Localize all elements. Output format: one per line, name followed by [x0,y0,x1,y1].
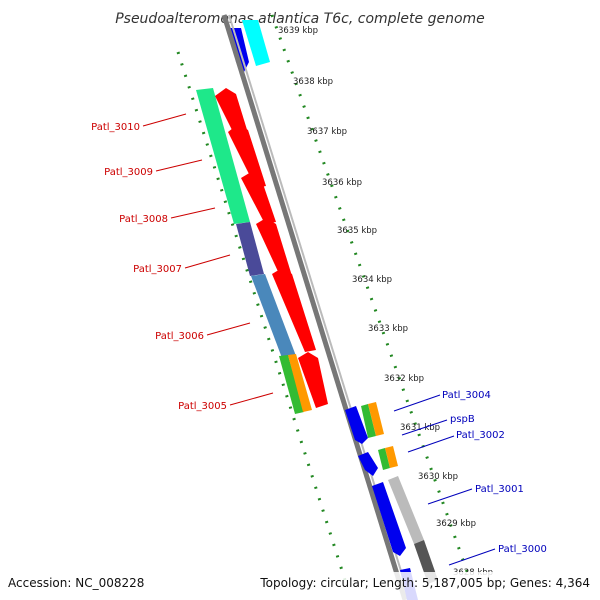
green-gene [378,448,390,470]
gene-label-patl-3006: Patl_3006 [155,331,204,342]
kbp-label: 3636 kbp [322,178,362,188]
kbp-label: 3633 kbp [368,324,408,334]
gene-label-patl-3005: Patl_3005 [178,401,227,412]
green-band [279,355,304,414]
kbp-label: 3629 kbp [436,519,476,529]
blue-gene [372,482,406,556]
gene-label-patl-3000: Patl_3000 [498,544,547,555]
kbp-label: 3638 kbp [293,77,333,87]
gene-label-patl-3007: Patl_3007 [133,264,182,275]
gene-label-patl-3001: Patl_3001 [475,484,524,495]
blue-gene [345,406,368,444]
genome-summary-text: Topology: circular; Length: 5,187,005 bp… [259,576,590,590]
red-gene-arrow [241,172,276,224]
gene-label-patl-3008: Patl_3008 [119,214,168,225]
red-gene-arrow [298,352,328,408]
genome-title: Pseudoalteromonas atlantica T6c, complet… [115,11,485,27]
kbp-label: 3637 kbp [307,127,347,137]
kbp-label: 3634 kbp [352,275,392,285]
kbp-label: 3635 kbp [337,226,377,236]
red-gene-arrow [256,218,292,278]
gene-label-patl-3004: Patl_3004 [442,390,491,401]
blue-gene [358,452,378,476]
kbp-label: 3639 kbp [278,26,318,36]
gene-label-patl-3009: Patl_3009 [104,167,153,178]
orange-gene [368,402,384,436]
kbp-label: 3632 kbp [384,374,424,384]
gene-label-patl-3002: Patl_3002 [456,430,505,441]
gene-label-pspb: pspB [450,414,475,425]
kbp-label: 3630 kbp [418,472,458,482]
green-gene [361,404,376,438]
orange-gene [385,446,398,468]
left-tick-track [176,51,347,581]
footer-background [0,572,600,600]
left-bands [196,88,312,414]
cyan-gene [242,20,270,66]
right-gene-labels: Patl_3004 pspB Patl_3002 Patl_3001 Patl_… [393,390,547,566]
slate-band [236,222,264,276]
seagreen-band [196,88,250,224]
kbp-scale: 3639 kbp 3638 kbp 3637 kbp 3636 kbp 3635… [278,26,493,578]
kbp-label: 3631 kbp [400,423,440,433]
red-gene-arrow [228,124,266,188]
red-gene-arrows [215,88,328,408]
steel-band [251,274,296,358]
gray-gene [388,476,424,544]
orange-band [288,354,312,412]
left-gene-labels: Patl_3010 Patl_3009 Patl_3008 Patl_3007 … [91,113,274,412]
gene-label-patl-3010: Patl_3010 [91,122,140,133]
red-gene-arrow [272,268,316,352]
accession-text: Accession: NC_008228 [8,576,144,590]
